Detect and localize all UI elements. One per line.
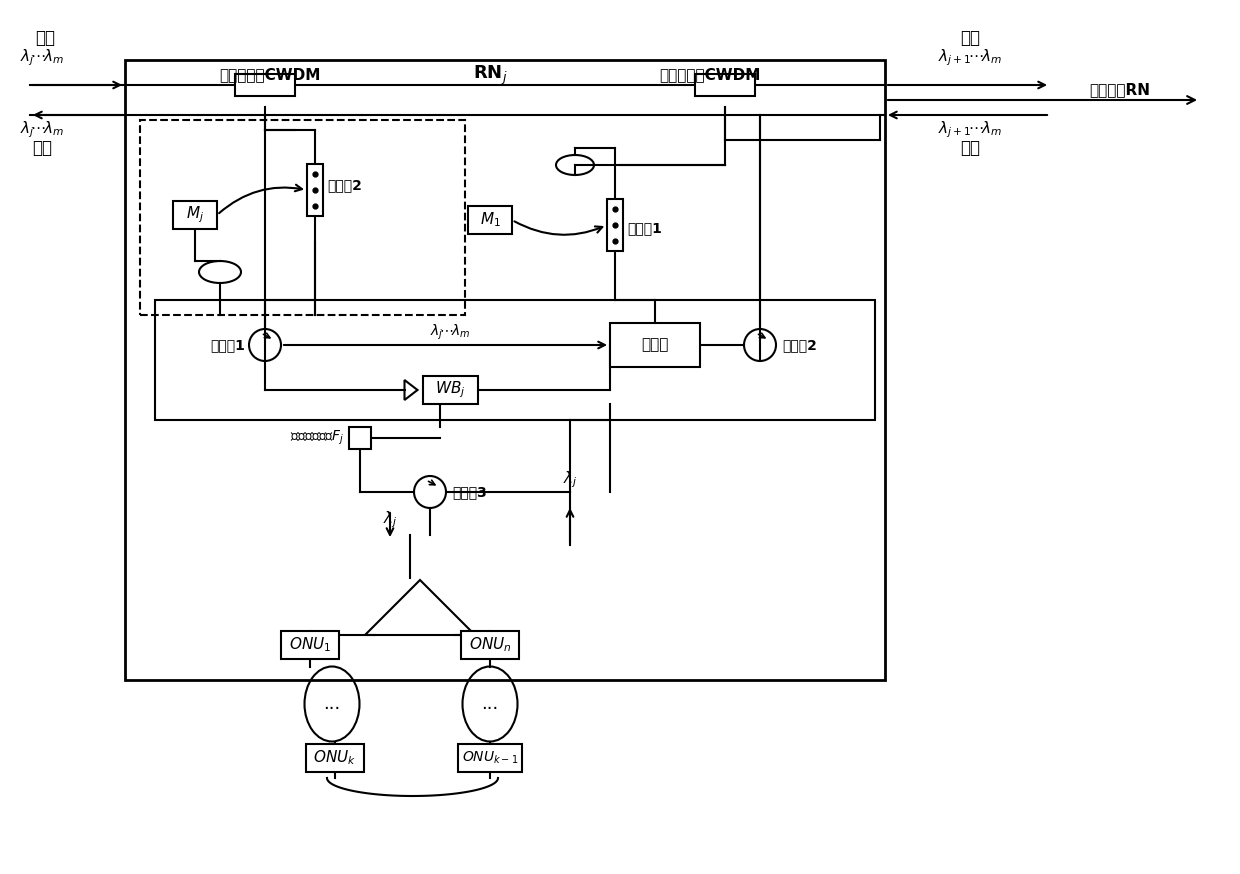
Bar xyxy=(467,206,512,234)
Text: RN$_j$: RN$_j$ xyxy=(472,64,507,87)
Text: 上行: 上行 xyxy=(32,139,52,157)
Text: $ONU_n$: $ONU_n$ xyxy=(469,635,511,655)
Text: $\lambda_j$: $\lambda_j$ xyxy=(563,469,578,490)
Bar xyxy=(306,744,365,772)
Text: 循环器1: 循环器1 xyxy=(210,338,246,352)
Bar xyxy=(308,164,322,216)
Text: $\lambda_{j+1}\!\cdots\!\lambda_m$: $\lambda_{j+1}\!\cdots\!\lambda_m$ xyxy=(937,120,1002,141)
Text: $ONU_{k-1}$: $ONU_{k-1}$ xyxy=(461,750,518,766)
Text: 用于扩展的CWDM: 用于扩展的CWDM xyxy=(660,67,760,82)
Text: 耦合器: 耦合器 xyxy=(641,337,668,352)
Text: $M_j$: $M_j$ xyxy=(186,205,205,225)
Text: $\lambda_{j+1}\!\cdots\!\lambda_m$: $\lambda_{j+1}\!\cdots\!\lambda_m$ xyxy=(937,48,1002,68)
Text: 循环器3: 循环器3 xyxy=(453,485,487,499)
Text: $WB_j$: $WB_j$ xyxy=(435,379,465,400)
Text: $\lambda_j\!\cdots\!\lambda_m$: $\lambda_j\!\cdots\!\lambda_m$ xyxy=(20,120,64,141)
Bar xyxy=(155,300,875,420)
Bar xyxy=(458,744,522,772)
Bar xyxy=(423,376,477,404)
Bar xyxy=(281,631,339,659)
Bar xyxy=(125,60,885,680)
Text: 下行: 下行 xyxy=(35,29,55,47)
Text: ...: ... xyxy=(481,695,498,713)
Bar xyxy=(608,199,622,251)
Text: 上行: 上行 xyxy=(960,139,980,157)
Text: $\lambda_j$: $\lambda_j$ xyxy=(383,510,397,531)
Bar xyxy=(348,427,371,449)
Bar xyxy=(694,74,755,96)
Text: 光开关2: 光开关2 xyxy=(327,178,362,192)
Text: ...: ... xyxy=(324,695,341,713)
Bar xyxy=(174,201,217,229)
Text: 循环器2: 循环器2 xyxy=(782,338,817,352)
Text: 下行: 下行 xyxy=(960,29,980,47)
Text: $ONU_k$: $ONU_k$ xyxy=(314,749,357,767)
Text: $M_1$: $M_1$ xyxy=(480,211,501,229)
Text: $\lambda_j\!\cdots\!\lambda_m$: $\lambda_j\!\cdots\!\lambda_m$ xyxy=(20,48,64,68)
Text: 光开关1: 光开关1 xyxy=(627,221,662,235)
Bar xyxy=(610,323,701,367)
Text: 用于扩展的CWDM: 用于扩展的CWDM xyxy=(219,67,321,82)
Bar xyxy=(236,74,295,96)
Text: 可调谐滤波器$F_j$: 可调谐滤波器$F_j$ xyxy=(290,429,345,447)
Bar xyxy=(461,631,520,659)
Text: $\lambda_j\!\cdots\!\lambda_m$: $\lambda_j\!\cdots\!\lambda_m$ xyxy=(430,323,470,342)
Text: $ONU_1$: $ONU_1$ xyxy=(289,635,331,655)
Bar xyxy=(140,120,465,315)
Text: 到下一个RN: 到下一个RN xyxy=(1090,82,1151,98)
